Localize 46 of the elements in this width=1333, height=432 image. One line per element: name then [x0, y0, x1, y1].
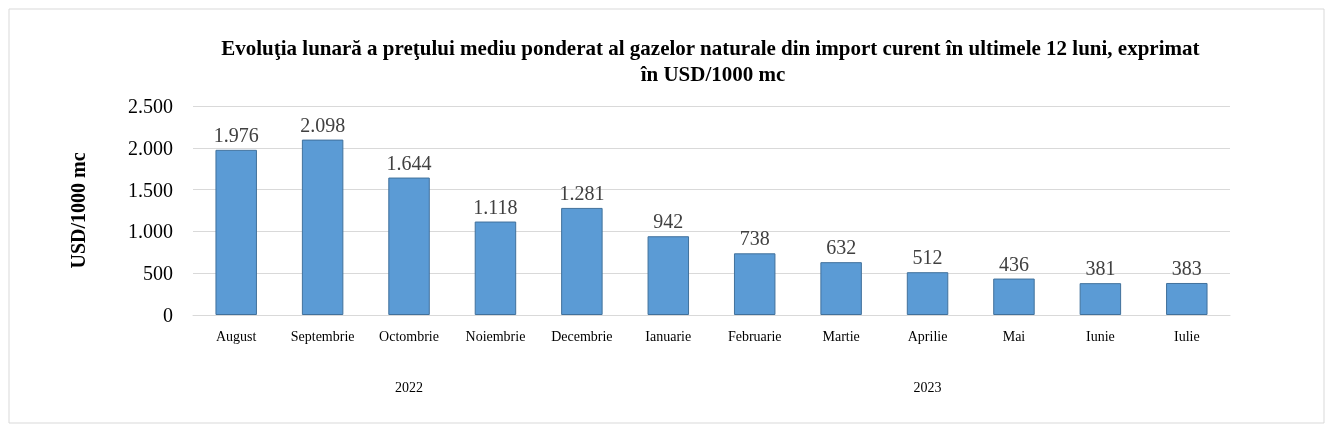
x-tick-label: Martie — [822, 328, 860, 344]
bar — [561, 207, 603, 315]
bar — [820, 262, 862, 315]
data-label: 1.976 — [213, 123, 259, 146]
bar — [1079, 283, 1122, 315]
text: 2023 — [913, 379, 942, 395]
bar — [733, 253, 776, 315]
data-label: 512 — [912, 246, 943, 269]
x-tick-label: Noiembrie — [465, 328, 526, 344]
y-tick-label: 1.500 — [128, 178, 173, 201]
x-tick-label: August — [215, 328, 257, 344]
x-tick-label: Aprilie — [907, 328, 948, 344]
data-label: 1.118 — [473, 195, 518, 218]
bar — [1166, 282, 1208, 315]
y-tick-label: 0 — [163, 304, 173, 326]
data-label: 381 — [1085, 257, 1116, 280]
x-tick-label: Decembrie — [551, 328, 613, 344]
data-label: 1.281 — [559, 181, 605, 204]
bar — [215, 149, 257, 315]
x-tick-label: Ianuarie — [645, 328, 692, 344]
text: 2022 — [395, 379, 424, 395]
x-tick-label: Mai — [1002, 328, 1026, 344]
bar — [906, 272, 949, 315]
chart-title: Evoluţia lunară a preţului mediu ponderat al gazelor naturale din import curent în ultimele 12 luni, exprimat în USD/1000 mc — [221, 36, 1205, 86]
bar — [388, 177, 430, 315]
bar — [474, 221, 517, 315]
bar — [993, 278, 1035, 315]
data-label: 738 — [739, 227, 770, 250]
y-tick-label: 2.000 — [128, 136, 173, 159]
y-tick-label: 1.000 — [128, 220, 173, 243]
x-tick-label: Iulie — [1173, 328, 1200, 344]
bar — [301, 139, 344, 315]
data-label: 1.644 — [386, 151, 432, 174]
bar — [647, 236, 690, 315]
data-label: 436 — [998, 252, 1029, 275]
x-tick-label: Iunie — [1085, 328, 1115, 344]
y-tick-label: 2.500 — [128, 95, 173, 117]
y-axis-title: USD/1000 mc — [67, 152, 89, 269]
x-tick-label: Septembrie — [290, 328, 355, 344]
x-tick-label: Octombrie — [379, 328, 439, 344]
data-label: 632 — [826, 236, 857, 259]
y-tick-label: 500 — [143, 262, 173, 285]
data-label: 383 — [1171, 256, 1202, 279]
data-label: 2.098 — [300, 113, 346, 136]
data-label: 942 — [653, 210, 684, 233]
x-tick-label: Februarie — [727, 328, 782, 344]
